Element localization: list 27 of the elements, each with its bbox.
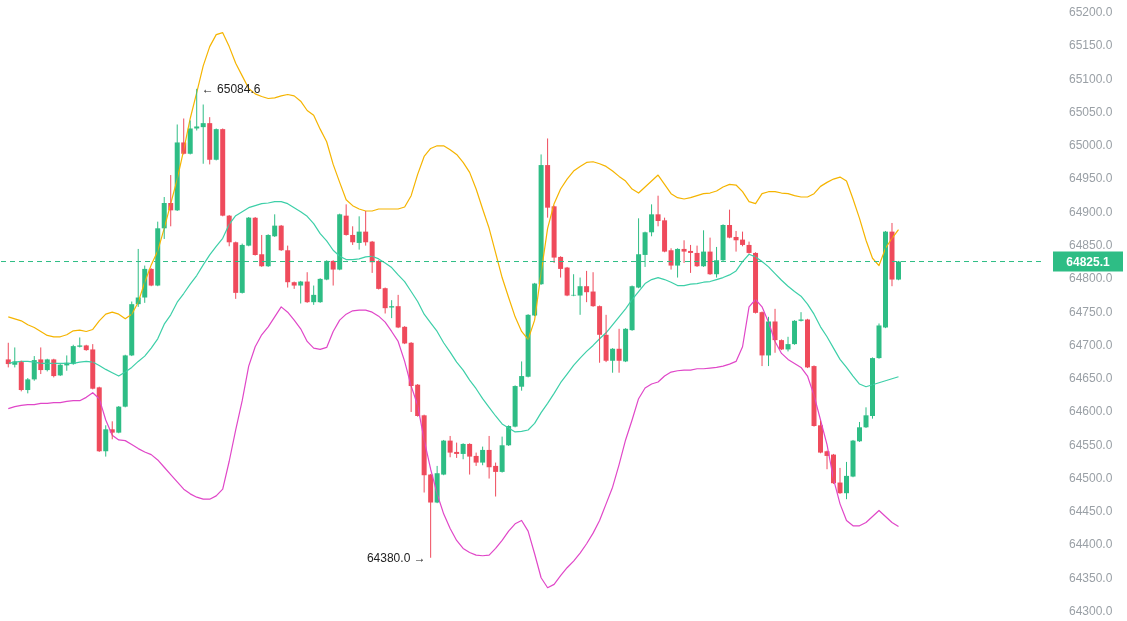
line-series	[7, 32, 900, 341]
y-tick-label: 64850.0	[1069, 237, 1113, 252]
annotation: 64380.0 →	[366, 550, 426, 565]
y-tick-label: 65100.0	[1069, 71, 1113, 86]
y-tick-label: 64500.0	[1069, 470, 1113, 485]
candlestick	[389, 299, 395, 319]
y-tick-label: 65050.0	[1069, 104, 1113, 119]
y-tick-label: 64400.0	[1069, 537, 1113, 552]
y-tick-label: 65150.0	[1069, 38, 1113, 53]
candlestick	[571, 273, 577, 297]
line-series	[7, 201, 900, 433]
y-tick-label: 64800.0	[1069, 271, 1113, 286]
y-tick-label: 64350.0	[1069, 570, 1113, 585]
y-tick-label: 64900.0	[1069, 204, 1113, 219]
y-tick-label: 64750.0	[1069, 304, 1113, 319]
y-tick-label: 64650.0	[1069, 371, 1113, 386]
candlestick	[291, 281, 297, 290]
y-tick-label: 64700.0	[1069, 337, 1113, 352]
y-tick-label: 64550.0	[1069, 437, 1113, 452]
ref-line-label: 64825.1	[1066, 254, 1111, 269]
y-tick-label: 65200.0	[1069, 5, 1113, 19]
y-tick-label: 64600.0	[1069, 404, 1113, 419]
y-tick-label: 64300.0	[1069, 604, 1113, 618]
y-tick-label: 64450.0	[1069, 504, 1113, 519]
line-series	[7, 298, 900, 589]
y-tick-label: 65000.0	[1069, 138, 1113, 153]
y-tick-label: 64950.0	[1069, 171, 1113, 186]
